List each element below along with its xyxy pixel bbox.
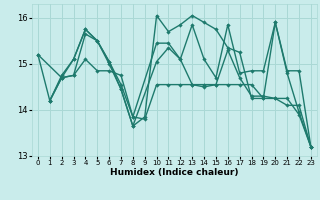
X-axis label: Humidex (Indice chaleur): Humidex (Indice chaleur) xyxy=(110,168,239,177)
